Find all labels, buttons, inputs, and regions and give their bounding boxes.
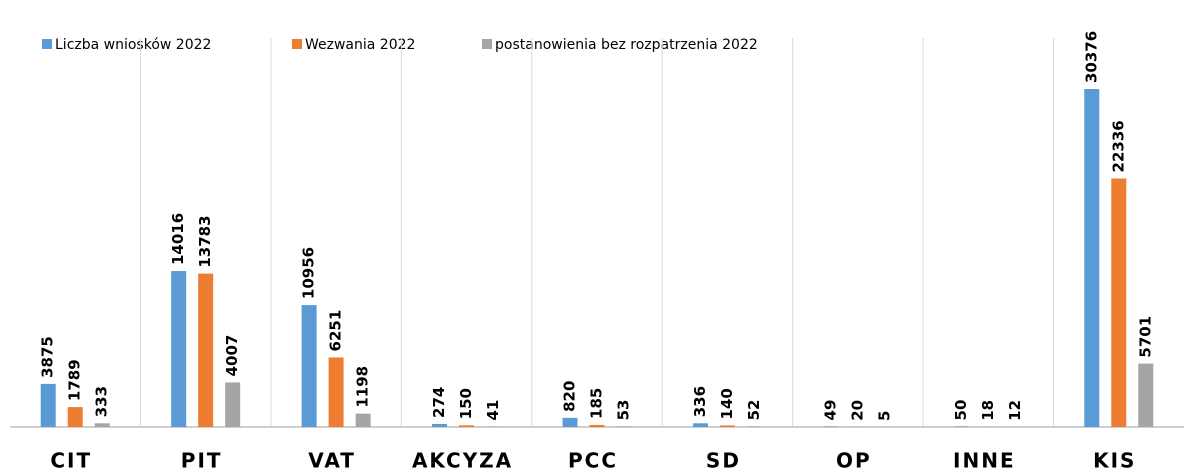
legend-swatch <box>292 39 302 49</box>
bar <box>328 357 344 427</box>
bar <box>225 382 241 427</box>
bar <box>1084 89 1100 427</box>
bar <box>562 417 578 427</box>
data-label: 140 <box>718 388 736 419</box>
bar <box>67 407 83 427</box>
bar <box>692 423 708 427</box>
legend-swatch <box>42 39 52 49</box>
data-label: 49 <box>821 400 839 421</box>
bar <box>953 426 969 427</box>
data-label: 13783 <box>196 215 214 267</box>
bar <box>589 424 605 427</box>
bar <box>719 425 735 427</box>
x-tick-label: CIT <box>50 449 92 473</box>
bar <box>301 305 317 427</box>
bar <box>432 423 448 427</box>
legend-label: Liczba wniosków 2022 <box>55 37 211 53</box>
data-label: 30376 <box>1082 31 1100 83</box>
data-label: 53 <box>615 400 633 421</box>
legend-swatch <box>482 39 492 49</box>
bar <box>616 426 632 427</box>
data-label: 14016 <box>169 213 187 265</box>
bar <box>746 426 762 427</box>
x-tick-label: PIT <box>181 449 223 473</box>
x-tick-label: PCC <box>568 449 618 473</box>
bar <box>198 273 214 427</box>
data-label: 820 <box>561 381 579 412</box>
data-label: 274 <box>430 387 448 418</box>
data-label: 4007 <box>223 335 241 377</box>
data-label: 52 <box>745 400 763 421</box>
legend-label: Wezwania 2022 <box>305 37 415 53</box>
bar <box>1111 178 1127 427</box>
x-tick-label: AKCYZA <box>412 449 513 473</box>
data-label: 5701 <box>1136 316 1154 358</box>
data-label: 336 <box>691 386 709 417</box>
bar <box>823 426 839 427</box>
x-tick-label: OP <box>836 449 872 473</box>
bar <box>94 423 110 427</box>
data-label: 5 <box>875 411 893 421</box>
data-label: 333 <box>93 386 111 417</box>
data-label: 41 <box>484 400 502 421</box>
bar <box>1138 363 1154 427</box>
data-label: 3875 <box>39 336 57 378</box>
bar <box>171 271 187 427</box>
data-label: 18 <box>979 400 997 421</box>
data-label: 50 <box>952 400 970 421</box>
data-label: 1198 <box>354 366 372 408</box>
data-label: 20 <box>848 400 866 421</box>
data-label: 185 <box>588 388 606 419</box>
x-tick-label: INNE <box>953 449 1016 473</box>
bar <box>40 383 56 427</box>
x-tick-label: KIS <box>1093 449 1136 473</box>
bar <box>355 413 371 427</box>
x-tick-label: SD <box>706 449 741 473</box>
data-label: 22336 <box>1109 120 1127 172</box>
data-label: 150 <box>457 388 475 419</box>
legend-label: postanowienia bez rozpatrzenia 2022 <box>495 37 758 53</box>
data-label: 12 <box>1006 400 1024 421</box>
data-label: 1789 <box>66 359 84 401</box>
bar <box>459 425 475 427</box>
x-tick-label: VAT <box>308 449 356 473</box>
data-label: 6251 <box>327 310 345 352</box>
data-label: 10956 <box>300 247 318 299</box>
